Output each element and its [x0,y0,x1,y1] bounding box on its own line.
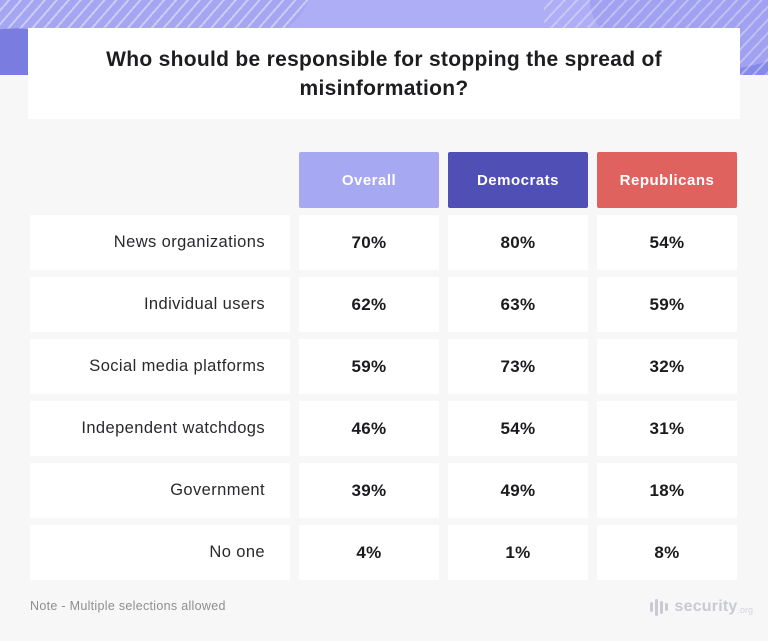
title-card: Who should be responsible for stopping t… [28,28,740,119]
column-header-overall-label: Overall [341,171,397,189]
row-label-individual-users: Individual users [30,277,290,332]
value-government-republicans: 18% [597,463,737,518]
value-independent-watchdogs-republicans: 31% [597,401,737,456]
column-header-republicans-label: Republicans [619,171,715,189]
value-independent-watchdogs-democrats: 54% [448,401,588,456]
value-independent-watchdogs-overall: 46% [299,401,439,456]
value-individual-users-republicans: 59% [597,277,737,332]
brand-tld: .org [737,605,753,615]
column-header-overall: Overall [299,152,439,208]
data-table: Overall Democrats Republicans News organ… [30,152,737,580]
column-header-democrats: Democrats [448,152,588,208]
header-spacer [30,152,290,208]
value-no-one-democrats: 1% [448,525,588,580]
value-individual-users-democrats: 63% [448,277,588,332]
page-title: Who should be responsible for stopping t… [106,47,662,100]
value-news-organizations-republicans: 54% [597,215,737,270]
column-header-republicans: Republicans [597,152,737,208]
securityorg-logo: security .org [649,598,753,616]
value-social-media-platforms-republicans: 32% [597,339,737,394]
row-label-news-organizations: News organizations [30,215,290,270]
value-no-one-overall: 4% [299,525,439,580]
value-government-democrats: 49% [448,463,588,518]
row-label-independent-watchdogs: Independent watchdogs [30,401,290,456]
value-individual-users-overall: 62% [299,277,439,332]
row-label-no-one: No one [30,525,290,580]
row-label-social-media-platforms: Social media platforms [30,339,290,394]
value-social-media-platforms-overall: 59% [299,339,439,394]
column-header-democrats-label: Democrats [476,171,560,189]
value-government-overall: 39% [299,463,439,518]
value-social-media-platforms-democrats: 73% [448,339,588,394]
row-label-government: Government [30,463,290,518]
value-news-organizations-overall: 70% [299,215,439,270]
note-text: Note - Multiple selections allowed [30,599,226,613]
securityorg-logo-icon [649,598,670,616]
value-no-one-republicans: 8% [597,525,737,580]
value-news-organizations-democrats: 80% [448,215,588,270]
brand-name: security [674,598,738,615]
